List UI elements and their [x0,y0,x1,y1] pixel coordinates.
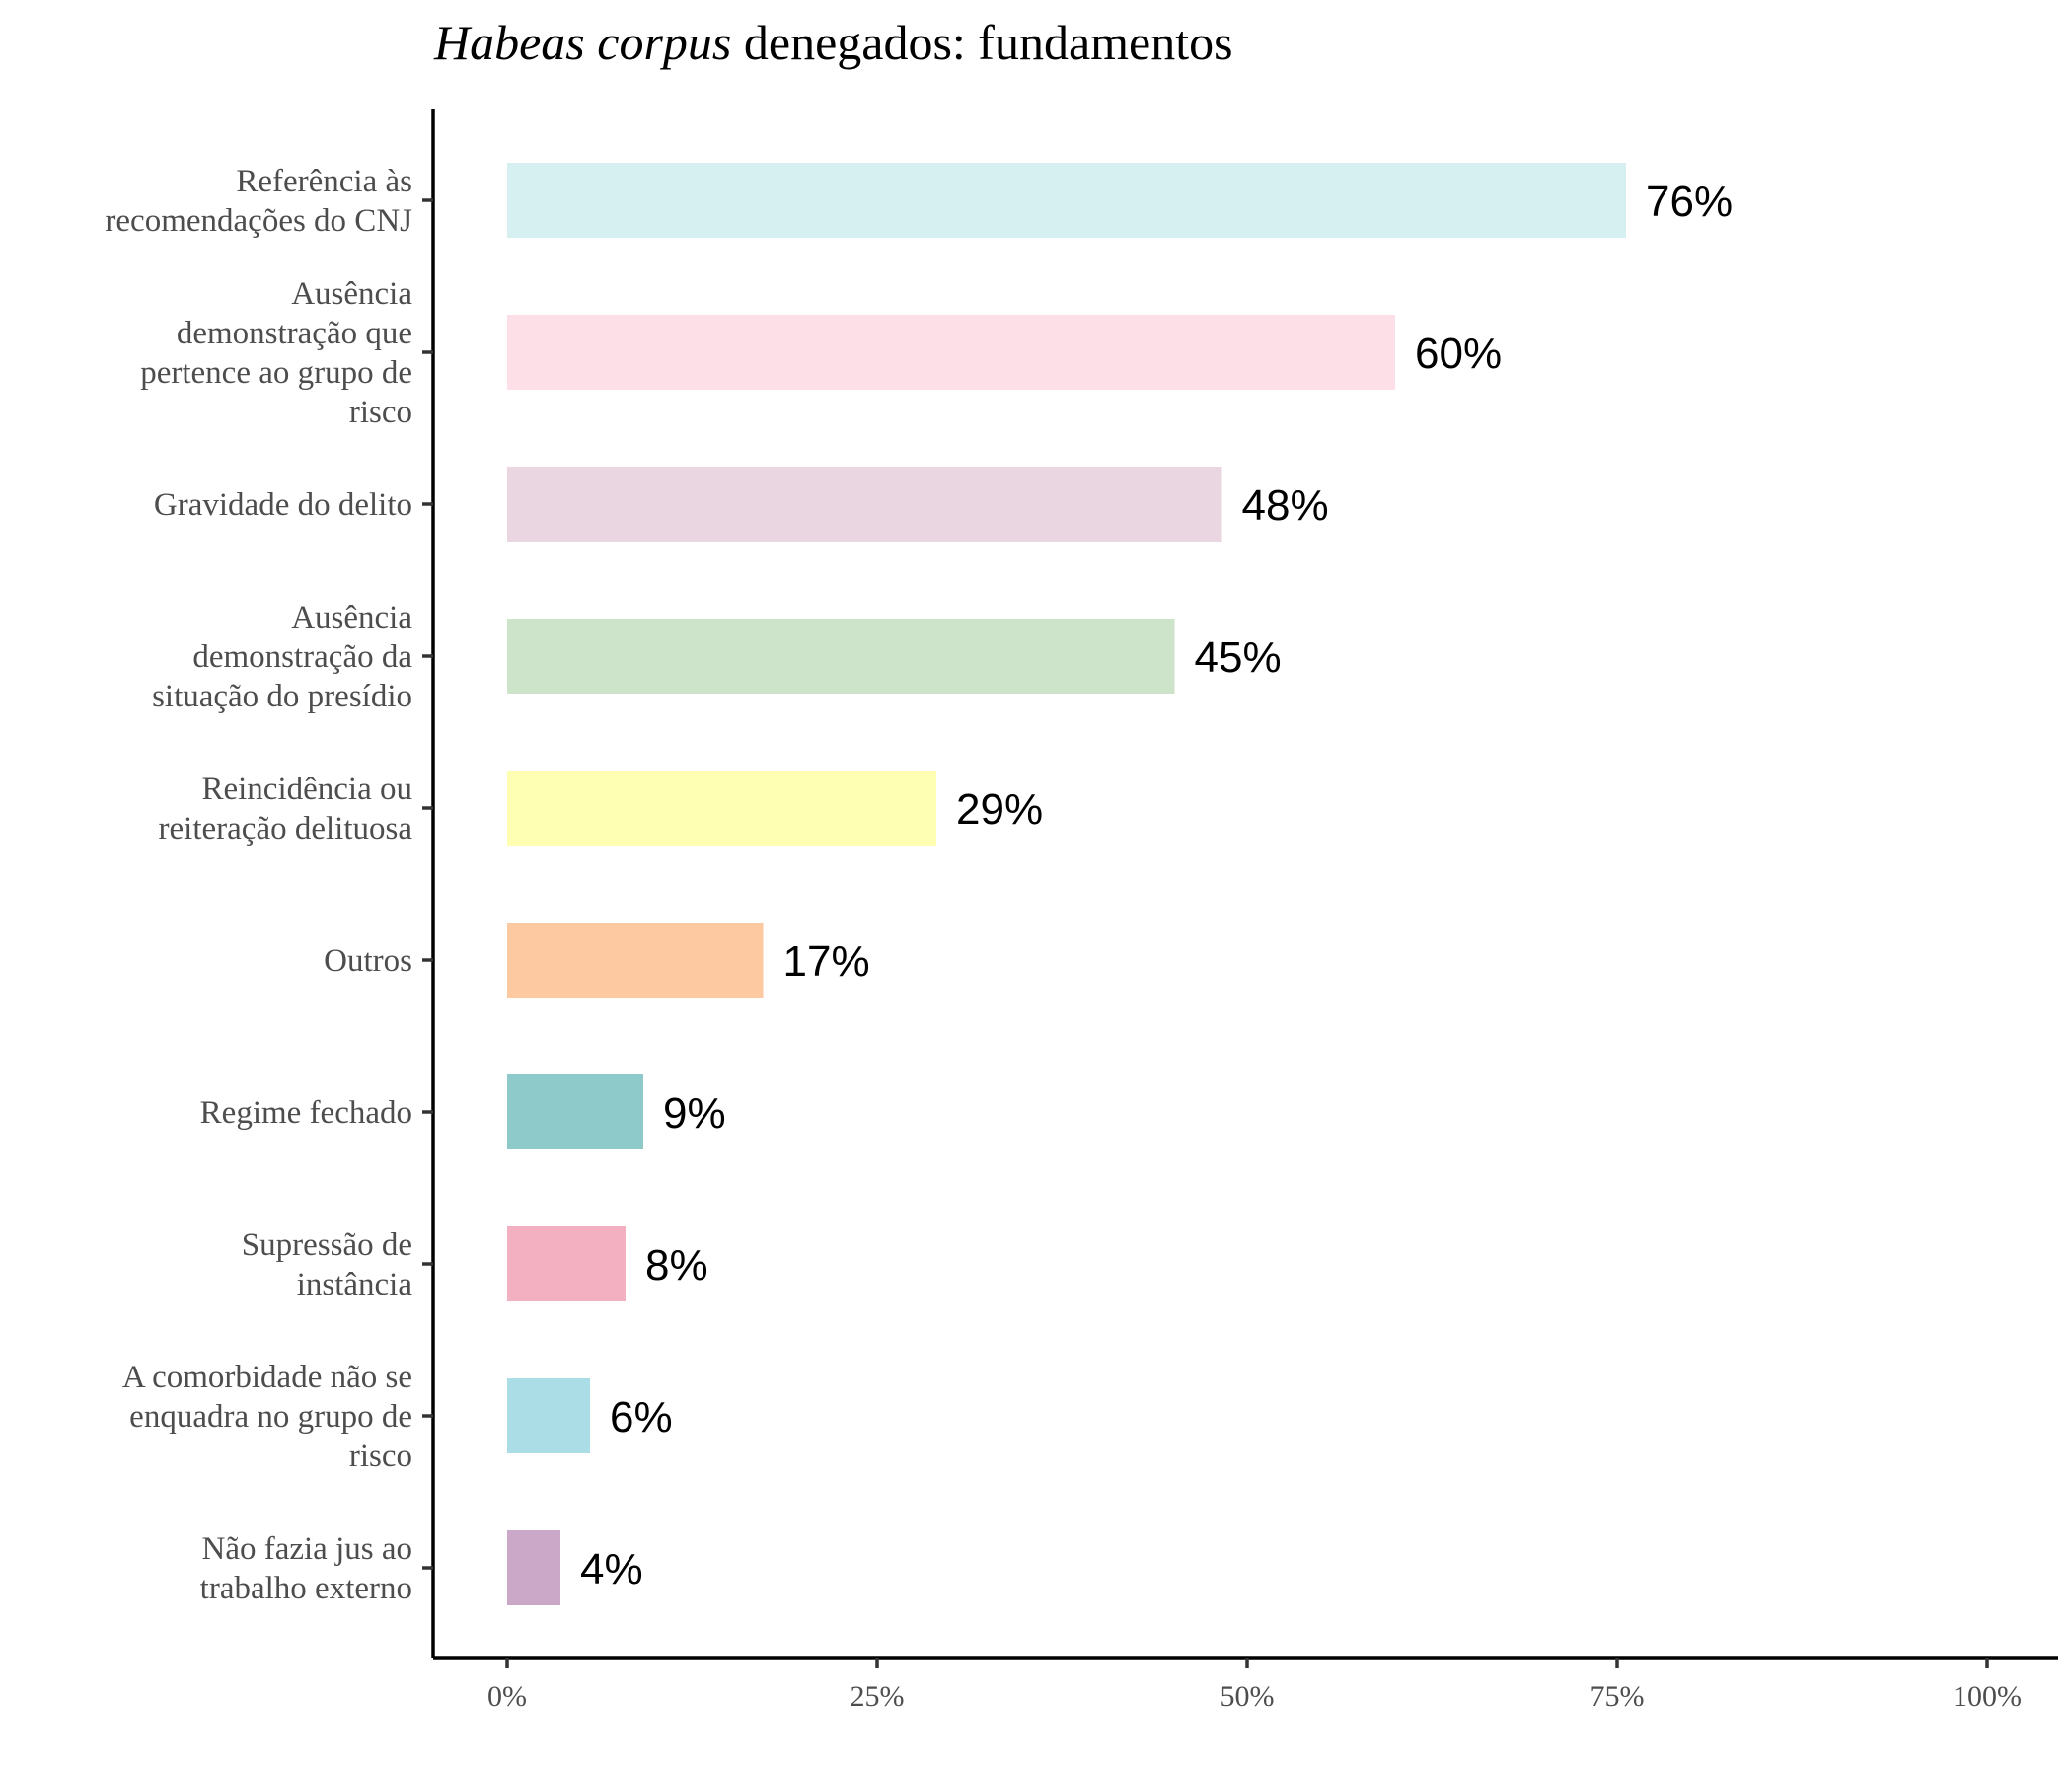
bar [507,1226,626,1301]
data-label: 4% [580,1545,643,1593]
bar [507,315,1395,390]
axes: 0% 25% 50% 75% 100% [422,109,2058,1713]
data-label: 17% [783,937,870,986]
bar [507,163,1626,238]
x-tick-label: 75% [1591,1680,1645,1713]
bar [507,1074,643,1149]
bar [507,1378,590,1453]
x-tick-label: 100% [1953,1680,2022,1713]
labels: Referência às recomendações do CNJ 76% Ausê… [105,164,1733,1606]
x-tick-label: 25% [851,1680,905,1713]
data-label: 9% [663,1089,726,1138]
category-label: A comorbidade não se enquadra no grupo de… [122,1360,412,1474]
bar [507,1530,560,1605]
category-label: Regime fechado [200,1095,412,1131]
category-label: Ausência demonstração da situação do presí… [152,600,412,714]
chart-title: Habeas corpus denegados: fundamentos [433,15,1233,70]
data-label: 8% [645,1241,708,1290]
chart-title-italic: Habeas corpus [433,15,731,70]
data-label: 76% [1646,178,1733,226]
category-label: Reincidência ou reiteração delituosa [159,772,413,847]
bars [507,163,1626,1605]
bar [507,923,764,998]
data-label: 29% [956,785,1043,834]
x-tick-label: 50% [1221,1680,1275,1713]
category-label: Referência às recomendações do CNJ [105,164,412,239]
bar [507,619,1175,694]
category-label: Supressão de instância [242,1227,413,1302]
category-label: Ausência demonstração que pertence ao grup… [140,276,412,430]
category-label: Gravidade do delito [154,487,412,523]
x-tick-label: 0% [487,1680,527,1713]
category-label: Outros [324,943,412,979]
bar [507,467,1222,542]
data-label: 48% [1242,481,1329,530]
data-label: 6% [610,1393,673,1442]
bar [507,771,936,846]
chart-title-rest: denegados: fundamentos [731,15,1232,70]
data-label: 60% [1415,330,1502,378]
data-label: 45% [1195,633,1282,682]
category-label: Não fazia jus ao trabalho externo [200,1531,412,1606]
